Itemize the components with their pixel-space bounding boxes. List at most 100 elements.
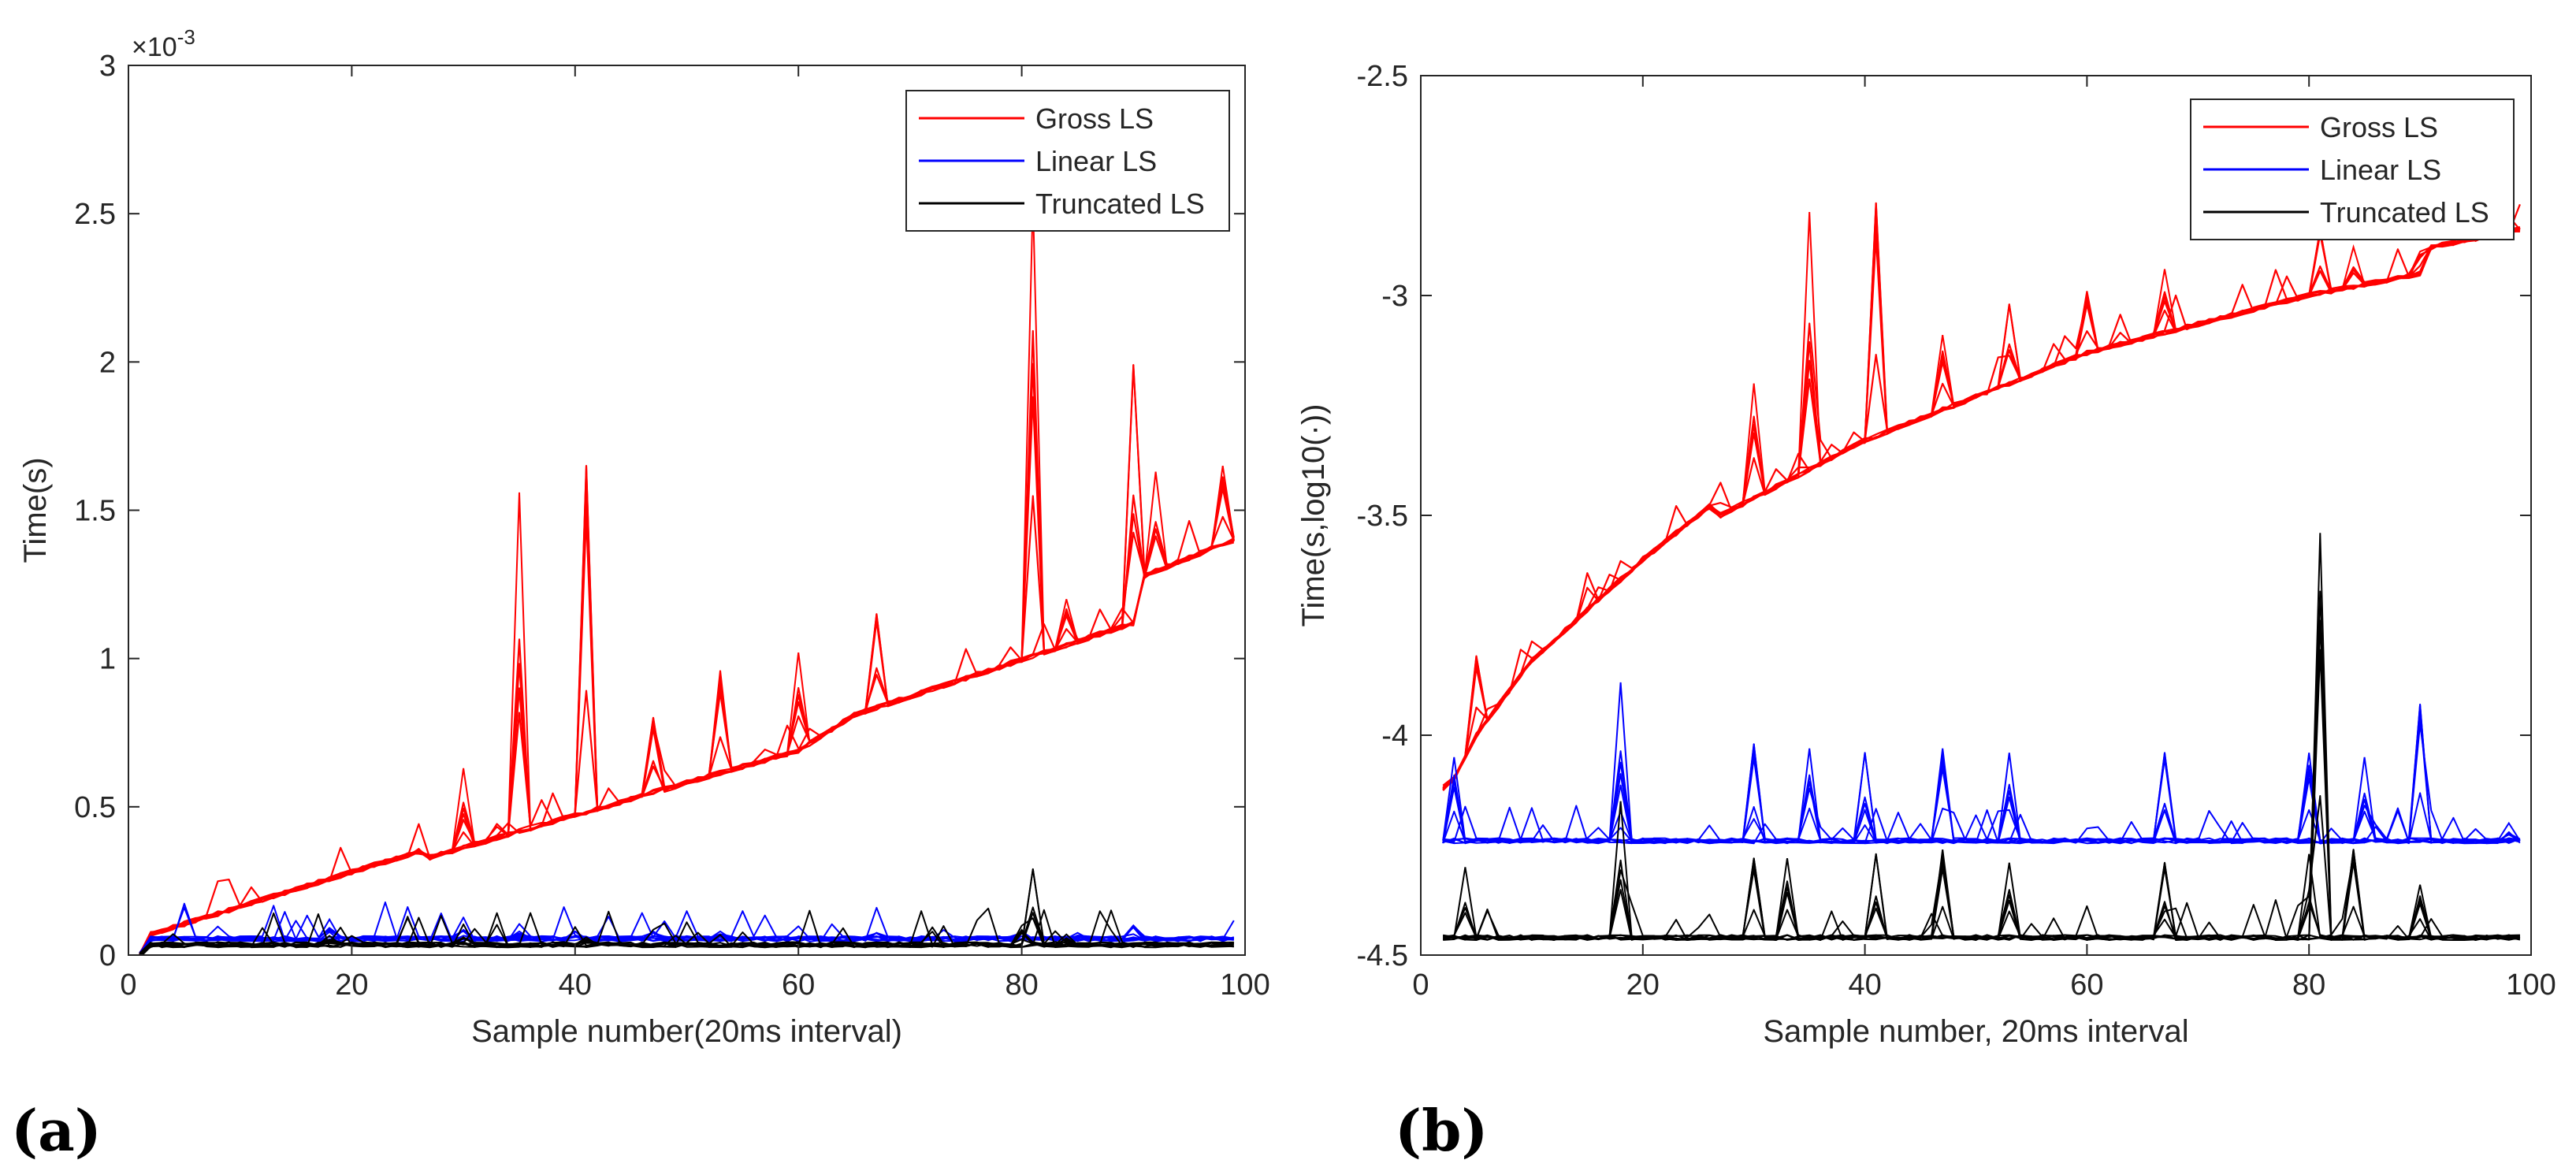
spike-line	[2152, 862, 2177, 938]
series-run-line	[1442, 859, 2521, 941]
spike-line	[708, 670, 733, 777]
legend-item-truncated-ls: Truncated LS	[2203, 196, 2489, 229]
spike-line	[864, 614, 889, 712]
chart-panel-b: 0 20 40 60 80 100 -4.5 -4 -3.5 -3 -2.5 Sample numbe…	[1296, 60, 2556, 1164]
y-ticks: 0 0.5 1 1.5 2 2.5 3	[74, 50, 1245, 972]
y-exponent-power: -3	[177, 25, 195, 49]
y-tick-label: 0	[99, 939, 116, 972]
panel-label: (b)	[1395, 1097, 1488, 1164]
spike-line	[2297, 753, 2321, 842]
spike-line	[574, 936, 598, 946]
legend-label: Linear LS	[1035, 145, 1157, 177]
spike-line	[452, 928, 475, 940]
spike-line	[1997, 304, 2021, 388]
y-tick-label: 2	[99, 346, 116, 379]
y-tick-label: 1	[99, 643, 116, 676]
x-tick-label: 80	[1005, 968, 1038, 1002]
series-truncated-ls	[1442, 533, 2521, 941]
spike-line	[2075, 291, 2099, 358]
series-run-line	[139, 906, 1234, 955]
spike-line	[1741, 858, 1766, 938]
spike-line	[2496, 821, 2521, 842]
x-tick-label: 100	[1220, 968, 1269, 1002]
x-ticks: 0 20 40 60 80 100	[1412, 76, 2556, 1002]
spike-line	[1775, 858, 1800, 938]
spike-line	[2308, 533, 2333, 938]
y-tick-label: -4.5	[1357, 939, 1408, 972]
legend-item-gross-ls: Gross LS	[2203, 111, 2438, 143]
legend-label: Gross LS	[2320, 111, 2438, 143]
spike-line	[451, 768, 476, 851]
spike-line	[786, 652, 811, 754]
plot-lines	[139, 199, 1235, 955]
spike-line	[2408, 704, 2433, 841]
legend-item-gross-ls: Gross LS	[919, 102, 1154, 135]
y-ticks: -4.5 -4 -3.5 -3 -2.5	[1357, 60, 2531, 972]
spike-line	[1864, 853, 1888, 938]
spike-line	[2341, 849, 2366, 938]
spike-line	[318, 935, 341, 946]
spike-line	[1121, 365, 1146, 627]
spike-line	[1931, 335, 1955, 414]
panel-label: (a)	[11, 1097, 102, 1164]
y-tick-label: 1.5	[74, 495, 116, 528]
x-tick-label: 40	[1848, 968, 1881, 1002]
spike-line	[2408, 884, 2433, 938]
series-linear-ls	[1442, 682, 2521, 845]
legend-label: Linear LS	[2320, 154, 2441, 186]
spike-line	[507, 930, 531, 940]
y-tick-label: -4	[1381, 719, 1408, 753]
spike-line	[2152, 753, 2177, 842]
y-axis-label: Time(s,log10(·))	[1296, 404, 1331, 627]
spike-line	[1741, 383, 1766, 504]
plot-lines	[1442, 202, 2521, 941]
spike-line	[1997, 862, 2021, 938]
spike-line	[1741, 744, 1766, 842]
spike-line	[2408, 246, 2432, 277]
series-run-line	[1442, 226, 2521, 790]
spike-line	[1464, 656, 1489, 758]
spike-line	[1997, 753, 2021, 842]
spike-line	[1608, 682, 1633, 841]
series-gross-ls	[1442, 202, 2521, 791]
x-tick-label: 40	[559, 968, 592, 1002]
legend-item-linear-ls: Linear LS	[2203, 154, 2441, 186]
y-tick-label: -2.5	[1357, 60, 1408, 93]
spike-line	[1453, 867, 1478, 938]
y-tick-label: 3	[99, 50, 116, 83]
y-tick-label: -3.5	[1357, 500, 1408, 533]
x-tick-label: 60	[782, 968, 815, 1002]
x-axis-label: Sample number, 20ms interval	[1763, 1014, 2188, 1049]
spike-line	[1121, 924, 1146, 939]
y-tick-label: -3	[1381, 280, 1408, 313]
legend-label: Gross LS	[1035, 102, 1154, 135]
spike-line	[1442, 757, 1466, 842]
spike-line	[2297, 853, 2321, 938]
spike-line	[864, 931, 889, 940]
spike-line	[1054, 599, 1079, 649]
spike-line	[2352, 757, 2377, 842]
spike-line	[1931, 748, 1955, 842]
y-axis-label: Time(s)	[18, 457, 53, 563]
x-tick-label: 20	[1626, 968, 1660, 1002]
legend: Gross LS Linear LS Truncated LS	[905, 90, 1230, 232]
x-tick-label: 100	[2506, 968, 2556, 1002]
spike-line	[1797, 748, 1822, 842]
spike-line	[452, 936, 475, 946]
spike-line	[1864, 203, 1888, 441]
spike-line	[1797, 211, 1822, 475]
spike-line	[1853, 753, 1877, 842]
spike-line	[708, 930, 732, 940]
y-tick-label: 2.5	[74, 198, 116, 231]
series-truncated-ls	[139, 868, 1235, 955]
spike-line	[1054, 933, 1079, 946]
series-gross-ls	[139, 199, 1235, 955]
spike-line	[641, 930, 665, 940]
spike-line	[2152, 269, 2177, 336]
spike-line	[507, 492, 532, 835]
legend-label: Truncated LS	[1035, 188, 1205, 220]
spike-line	[2341, 243, 2366, 289]
x-axis-label: Sample number(20ms interval)	[471, 1014, 902, 1049]
